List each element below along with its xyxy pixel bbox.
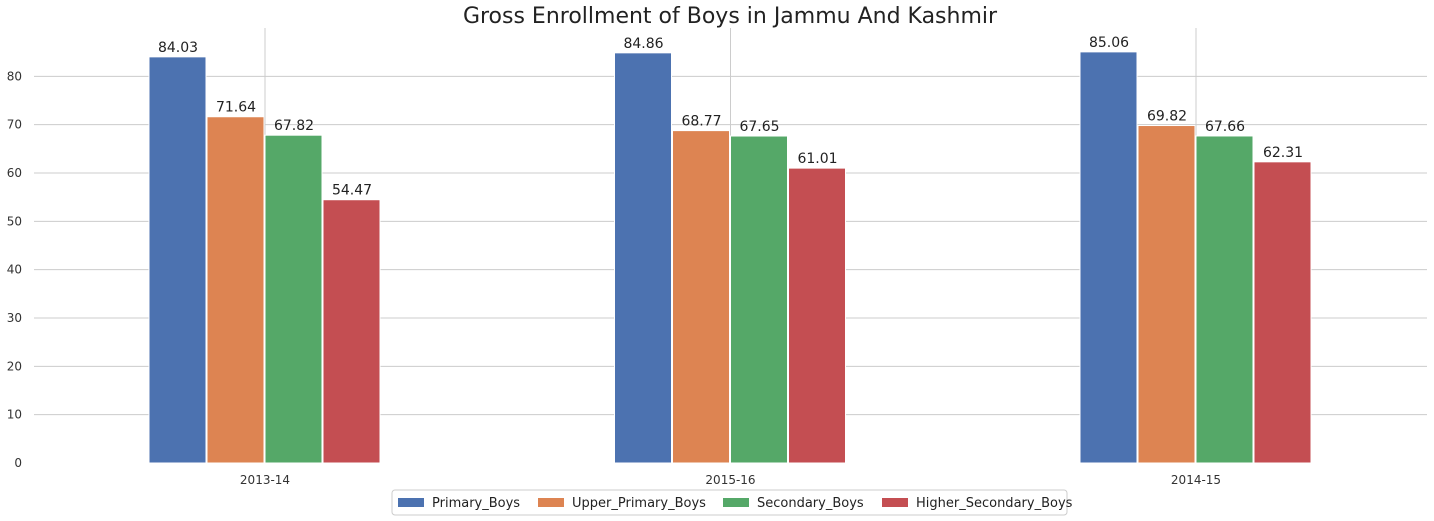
- x-tick-label: 2015-16: [705, 473, 755, 487]
- data-label: 67.66: [1205, 119, 1245, 135]
- legend-label: Primary_Boys: [432, 496, 520, 511]
- data-label: 67.65: [739, 119, 779, 135]
- data-label-layer: 84.03 84.86 85.06 71.64 68.77 69.82 67.82 67.65…: [158, 35, 1303, 199]
- legend-swatch: [723, 498, 749, 507]
- data-label: 54.47: [332, 183, 372, 199]
- bar-higher-secondary-boys: [788, 167, 846, 464]
- y-tick-label: 40: [7, 263, 22, 277]
- bar-secondary-boys: [264, 134, 323, 464]
- y-tick-label: 0: [14, 456, 22, 470]
- data-label: 68.77: [681, 114, 721, 130]
- bar-primary-boys: [1079, 51, 1138, 464]
- legend-swatch: [882, 498, 908, 507]
- bar-upper-primary-boys: [1137, 125, 1196, 464]
- bar-upper-primary-boys: [672, 130, 730, 464]
- axis-layer: 0 10 20 30 40 50 60 70 80 2013-14 2015-16 2014-15: [7, 69, 1221, 487]
- y-tick-label: 60: [7, 166, 22, 180]
- legend-swatch: [538, 498, 564, 507]
- data-label: 61.01: [797, 151, 837, 167]
- data-label: 67.82: [274, 118, 314, 134]
- bar-higher-secondary-boys: [322, 199, 381, 464]
- data-label: 62.31: [1263, 145, 1303, 161]
- legend-label: Upper_Primary_Boys: [572, 496, 706, 511]
- bar-primary-boys: [614, 52, 672, 464]
- data-label: 69.82: [1147, 109, 1187, 125]
- chart-title: Gross Enrollment of Boys in Jammu And Ka…: [463, 4, 998, 29]
- x-tick-label: 2014-15: [1171, 473, 1221, 487]
- bar-higher-secondary-boys: [1253, 161, 1312, 464]
- x-tick-label: 2013-14: [240, 473, 290, 487]
- y-tick-label: 10: [7, 408, 22, 422]
- bar-upper-primary-boys: [206, 116, 265, 464]
- bar-primary-boys: [148, 56, 207, 464]
- data-label: 85.06: [1089, 35, 1129, 51]
- y-tick-label: 30: [7, 311, 22, 325]
- legend-label: Higher_Secondary_Boys: [916, 496, 1073, 511]
- legend-label: Secondary_Boys: [757, 496, 864, 511]
- y-tick-label: 20: [7, 359, 22, 373]
- legend: Primary_Boys Upper_Primary_Boys Secondary_…: [391, 489, 1073, 516]
- data-label: 84.86: [623, 36, 663, 52]
- y-tick-label: 50: [7, 214, 22, 228]
- y-tick-label: 70: [7, 118, 22, 132]
- data-label: 71.64: [216, 100, 256, 116]
- bar-layer: [148, 51, 1312, 464]
- y-tick-label: 80: [7, 69, 22, 83]
- bar-secondary-boys: [1195, 135, 1254, 464]
- data-label: 84.03: [158, 40, 198, 56]
- legend-swatch: [398, 498, 424, 507]
- bar-secondary-boys: [730, 135, 788, 464]
